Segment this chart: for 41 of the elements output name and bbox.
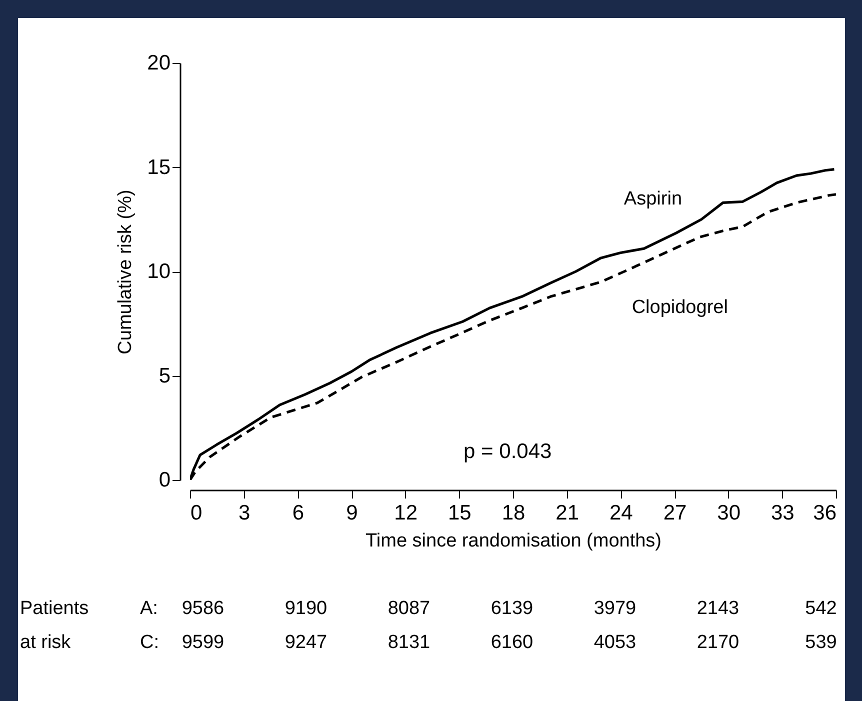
y-tick-label: 0 [158, 468, 170, 492]
x-tick-label: 6 [292, 502, 304, 524]
x-tick-label: 21 [556, 502, 580, 524]
text: 6139 [490, 598, 534, 620]
x-tick-label: 24 [609, 502, 634, 524]
text: C: [140, 632, 159, 654]
text: 8087 [388, 598, 430, 620]
x-tick-label: 0 [190, 502, 202, 524]
x-tick-label: 3 [238, 502, 250, 524]
y-axis-title: Cumulative risk (%) [115, 190, 136, 354]
text: 2170 [696, 632, 740, 654]
text: at risk [20, 632, 71, 654]
y-tick-label: 10 [147, 260, 170, 283]
x-tick-label: 15 [448, 502, 472, 524]
text: 6160 [490, 632, 534, 654]
text: 8131 [388, 632, 430, 654]
series-label: Clopidogrel [632, 296, 728, 318]
x-tick-label: 36 [813, 502, 836, 524]
y-tick-label: 20 [147, 52, 170, 74]
x-tick-label: 18 [502, 502, 526, 524]
annotation: p = 0.043 [464, 440, 552, 463]
text: 3979 [594, 598, 636, 620]
series-label: Aspirin [624, 188, 682, 210]
x-axis-title: Time since randomisation (months) [365, 530, 662, 552]
x-tick-label: 33 [770, 502, 794, 524]
y-tick-label: 15 [147, 156, 170, 179]
text: A: [140, 598, 158, 620]
x-tick-label: 30 [717, 502, 741, 524]
text: 539 [805, 632, 837, 654]
text: 9586 [182, 598, 224, 620]
x-tick-label: 27 [663, 502, 687, 524]
text: 9599 [182, 632, 224, 654]
y-tick-label: 5 [158, 364, 170, 388]
text: Patients [20, 598, 89, 620]
text: 9190 [284, 598, 328, 620]
text: 9247 [284, 632, 328, 654]
text: 542 [805, 598, 837, 620]
text: 2143 [696, 598, 740, 620]
text: 4053 [594, 632, 636, 654]
x-tick-label: 12 [394, 502, 418, 524]
x-tick-label: 9 [346, 502, 358, 524]
